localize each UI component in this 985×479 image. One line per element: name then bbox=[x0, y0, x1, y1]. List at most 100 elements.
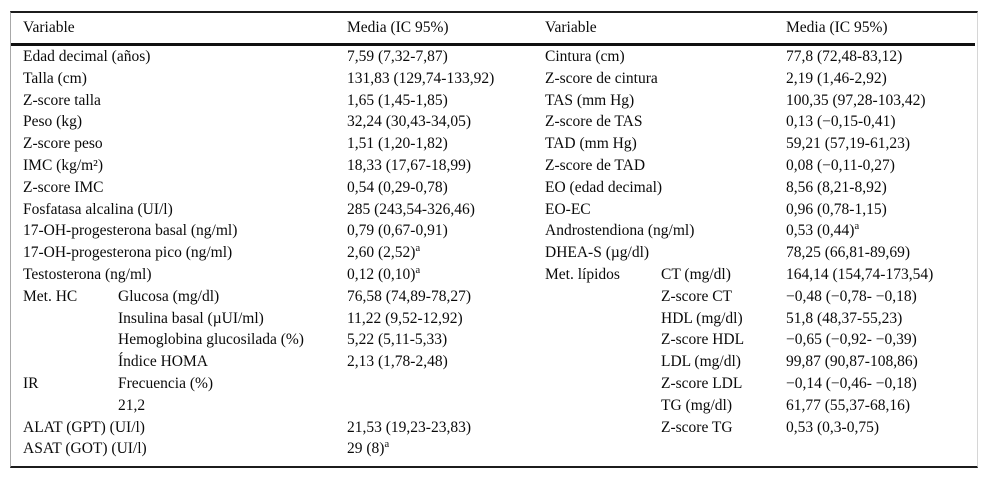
media-cell-left: 18,33 (17,67-18,99) bbox=[347, 155, 545, 177]
media-value-right: 59,21 (57,19-61,23) bbox=[786, 135, 910, 153]
table-row: Peso (kg) 32,24 (30,43-34,05) Z-score de… bbox=[11, 111, 975, 133]
media-cell-right: 164,14 (154,74-173,54) bbox=[786, 264, 975, 286]
media-cell-left bbox=[347, 373, 545, 395]
variable-cell-right: Cintura (cm) bbox=[545, 45, 786, 68]
variable-label-right: Cintura (cm) bbox=[545, 48, 625, 65]
table-body: Edad decimal (años) 7,59 (7,32-7,87) Cin… bbox=[11, 45, 975, 461]
variable-label-right: HDL (mg/dl) bbox=[661, 309, 743, 327]
variable-cell-left: Fosfatasa alcalina (UI/l) bbox=[11, 199, 347, 221]
header-row: Variable Media (IC 95%) Variable Media (… bbox=[11, 13, 975, 46]
header-variable-right: Variable bbox=[545, 13, 786, 46]
table-row: Z-score talla 1,65 (1,45-1,85) TAS (mm H… bbox=[11, 90, 975, 112]
results-table: Variable Media (IC 95%) Variable Media (… bbox=[11, 13, 975, 460]
media-value-right: 100,35 (97,28-103,42) bbox=[786, 91, 926, 109]
variable-label-right: EO-EC bbox=[545, 200, 591, 218]
variable-cell-left: Talla (cm) bbox=[11, 68, 347, 90]
variable-cell-left: 21,2 bbox=[11, 395, 347, 417]
variable-label-left: 17-OH-progesterona pico (ng/ml) bbox=[23, 244, 233, 262]
variable-label-right: TAS (mm Hg) bbox=[545, 91, 635, 109]
media-cell-left: 21,53 (19,23-23,83) bbox=[347, 417, 545, 439]
variable-label-left: Insulina basal (µUI/ml) bbox=[118, 309, 264, 327]
table-row: Edad decimal (años) 7,59 (7,32-7,87) Cin… bbox=[11, 45, 975, 68]
media-cell-right: 100,35 (97,28-103,42) bbox=[786, 90, 975, 112]
media-cell-right: 0,53 (0,3-0,75) bbox=[786, 417, 975, 439]
media-value-left: 0,79 (0,67-0,91) bbox=[347, 222, 448, 240]
media-cell-left: 2,60 (2,52)a bbox=[347, 242, 545, 264]
media-value-right: 0,53 (0,44) bbox=[786, 222, 855, 240]
table-row: 17-OH-progesterona basal (ng/ml) 0,79 (0… bbox=[11, 220, 975, 242]
variable-cell-left: IMC (kg/m²) bbox=[11, 155, 347, 177]
media-value-right: −0,14 (−0,46- −0,18) bbox=[786, 374, 917, 392]
media-value-left: 0,12 (0,10) bbox=[347, 265, 416, 283]
media-value-right: 99,87 (90,87-108,86) bbox=[786, 353, 918, 371]
media-value-left: 2,13 (1,78-2,48) bbox=[347, 353, 448, 371]
footnote-marker: a bbox=[384, 439, 390, 451]
variable-label-left: Edad decimal (años) bbox=[23, 48, 151, 65]
media-value-left: 131,83 (129,74-133,92) bbox=[347, 69, 495, 87]
media-value-left: 285 (243,54-326,46) bbox=[347, 200, 475, 218]
media-value-right: 78,25 (66,81-89,69) bbox=[786, 244, 910, 262]
variable-label-right: Z-score HDL bbox=[661, 331, 745, 349]
media-value-left: 21,53 (19,23-23,83) bbox=[347, 418, 471, 436]
media-cell-left: 7,59 (7,32-7,87) bbox=[347, 45, 545, 68]
results-table-frame: Variable Media (IC 95%) Variable Media (… bbox=[10, 11, 978, 469]
variable-cell-left: Met. HC Glucosa (mg/dl) bbox=[11, 286, 347, 308]
variable-label-right: Z-score de TAS bbox=[545, 113, 643, 131]
media-cell-right: 99,87 (90,87-108,86) bbox=[786, 351, 975, 373]
variable-cell-right: Met. lípidos CT (mg/dl) bbox=[545, 264, 786, 286]
variable-cell-left: Testosterona (ng/ml) bbox=[11, 264, 347, 286]
variable-label-right: Z-score LDL bbox=[661, 374, 743, 392]
table-row: Met. HC Glucosa (mg/dl) 76,58 (74,89-78,2… bbox=[11, 286, 975, 308]
variable-cell-right: DHEA-S (µg/dl) bbox=[545, 242, 786, 264]
media-cell-left: 2,13 (1,78-2,48) bbox=[347, 351, 545, 373]
media-cell-right: 78,25 (66,81-89,69) bbox=[786, 242, 975, 264]
variable-label-left: IMC (kg/m²) bbox=[23, 156, 103, 174]
variable-label-right: LDL (mg/dl) bbox=[661, 353, 741, 371]
media-value-right: 164,14 (154,74-173,54) bbox=[786, 265, 934, 283]
variable-cell-right bbox=[545, 438, 786, 460]
variable-label-right: Z-score de cintura bbox=[545, 69, 658, 87]
media-value-left: 1,65 (1,45-1,85) bbox=[347, 91, 448, 109]
media-cell-right: 0,53 (0,44)a bbox=[786, 220, 975, 242]
media-cell-left: 29 (8)a bbox=[347, 438, 545, 460]
table-row: Índice HOMA 2,13 (1,78-2,48) LDL (mg/dl)… bbox=[11, 351, 975, 373]
variable-cell-left: Z-score IMC bbox=[11, 177, 347, 199]
variable-cell-right: TAS (mm Hg) bbox=[545, 90, 786, 112]
group-label-left: Met. HC bbox=[23, 287, 78, 305]
variable-label-left: 21,2 bbox=[118, 396, 146, 414]
media-cell-left: 11,22 (9,52-12,92) bbox=[347, 308, 545, 330]
media-cell-right: 77,8 (72,48-83,12) bbox=[786, 45, 975, 68]
media-value-right: 0,13 (−0,15-0,41) bbox=[786, 113, 896, 131]
variable-cell-right: LDL (mg/dl) bbox=[545, 351, 786, 373]
variable-cell-left: ASAT (GOT) (UI/l) bbox=[11, 438, 347, 460]
media-cell-right: 8,56 (8,21-8,92) bbox=[786, 177, 975, 199]
variable-label-left: 17-OH-progesterona basal (ng/ml) bbox=[23, 222, 238, 240]
variable-label-left: Hemoglobina glucosilada (%) bbox=[118, 331, 304, 349]
table-row: Z-score IMC 0,54 (0,29-0,78) EO (edad de… bbox=[11, 177, 975, 199]
media-cell-right: 0,96 (0,78-1,15) bbox=[786, 199, 975, 221]
variable-label-left: Peso (kg) bbox=[23, 113, 82, 131]
variable-label-left: ASAT (GOT) (UI/l) bbox=[23, 440, 147, 458]
media-value-right: 0,08 (−0,11-0,27) bbox=[786, 156, 895, 174]
variable-cell-right: Z-score de TAD bbox=[545, 155, 786, 177]
table-row: ALAT (GPT) (UI/l) 21,53 (19,23-23,83) Z-… bbox=[11, 417, 975, 439]
media-value-right: 51,8 (48,37-55,23) bbox=[786, 309, 903, 327]
media-cell-right: 0,08 (−0,11-0,27) bbox=[786, 155, 975, 177]
variable-cell-right: EO (edad decimal) bbox=[545, 177, 786, 199]
media-value-left: 18,33 (17,67-18,99) bbox=[347, 156, 471, 174]
media-value-right: 77,8 (72,48-83,12) bbox=[786, 48, 903, 65]
variable-cell-left: 17-OH-progesterona pico (ng/ml) bbox=[11, 242, 347, 264]
media-cell-left: 0,79 (0,67-0,91) bbox=[347, 220, 545, 242]
variable-label-left: Glucosa (mg/dl) bbox=[118, 287, 220, 305]
variable-label-right: TAD (mm Hg) bbox=[545, 135, 637, 153]
media-cell-right: 61,77 (55,37-68,16) bbox=[786, 395, 975, 417]
media-value-left: 32,24 (30,43-34,05) bbox=[347, 113, 471, 131]
variable-cell-left: Hemoglobina glucosilada (%) bbox=[11, 329, 347, 351]
variable-label-left: Testosterona (ng/ml) bbox=[23, 265, 152, 283]
media-cell-left: 0,54 (0,29-0,78) bbox=[347, 177, 545, 199]
media-cell-left: 0,12 (0,10)a bbox=[347, 264, 545, 286]
variable-label-right: TG (mg/dl) bbox=[661, 396, 733, 414]
variable-cell-right: HDL (mg/dl) bbox=[545, 308, 786, 330]
footnote-marker: a bbox=[415, 264, 421, 276]
